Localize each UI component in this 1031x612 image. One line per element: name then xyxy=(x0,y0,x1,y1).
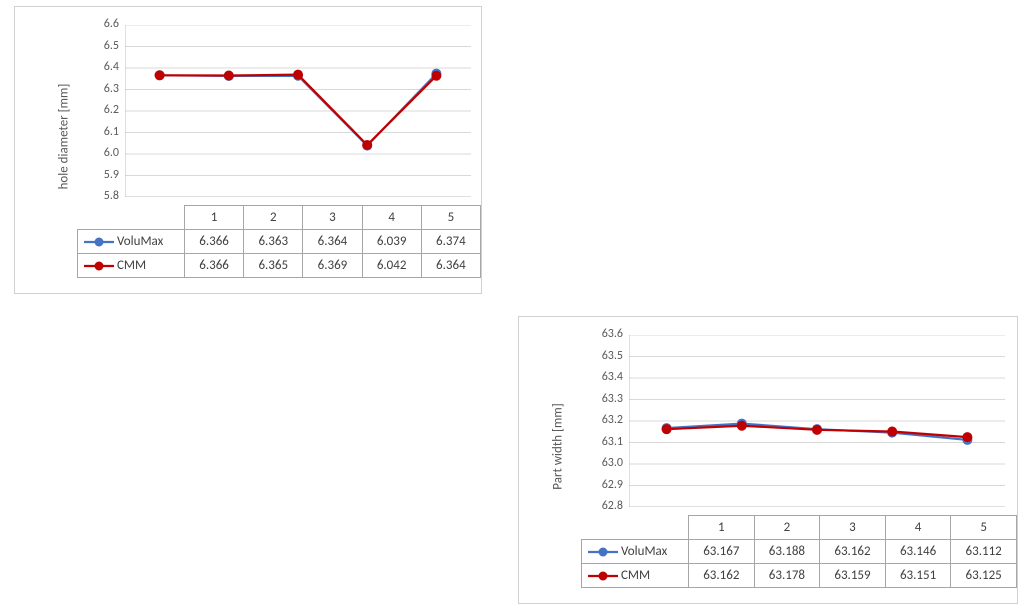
y-tick-label: 6.5 xyxy=(81,39,119,53)
data-cell: 6.365 xyxy=(244,254,303,278)
y-tick-label: 6.4 xyxy=(81,60,119,74)
legend-marker-icon xyxy=(588,570,618,582)
category-header: 3 xyxy=(820,516,886,540)
data-cell: 63.188 xyxy=(754,540,820,564)
data-cell: 6.364 xyxy=(421,254,480,278)
series-header: VoluMax xyxy=(78,230,185,254)
chart-panel-1: hole diameter [mm] 12345 VoluMax6.3666.3… xyxy=(14,6,482,294)
y-tick-label: 62.8 xyxy=(585,499,623,513)
data-cell: 63.162 xyxy=(820,540,886,564)
category-header: 1 xyxy=(184,206,243,230)
y-tick-label: 63.1 xyxy=(585,435,623,449)
y-tick-label: 6.3 xyxy=(81,82,119,96)
data-cell: 63.146 xyxy=(885,540,951,564)
data-cell: 63.112 xyxy=(951,540,1017,564)
y-tick-label: 63.6 xyxy=(585,327,623,341)
category-header: 1 xyxy=(689,516,755,540)
y-tick-label: 63.2 xyxy=(585,413,623,427)
data-cell: 6.363 xyxy=(244,230,303,254)
series-header: VoluMax xyxy=(582,540,689,564)
y-tick-label: 63.5 xyxy=(585,349,623,363)
category-header: 2 xyxy=(754,516,820,540)
data-cell: 63.125 xyxy=(951,564,1017,588)
data-cell: 63.167 xyxy=(689,540,755,564)
category-header: 5 xyxy=(421,206,480,230)
chart1-data-table: 12345 VoluMax6.3666.3636.3646.0396.374 C… xyxy=(77,205,481,278)
y-tick-label: 63.0 xyxy=(585,456,623,470)
y-tick-label: 63.4 xyxy=(585,370,623,384)
category-header: 2 xyxy=(244,206,303,230)
data-cell: 6.369 xyxy=(303,254,362,278)
legend-marker-icon xyxy=(84,236,114,248)
legend-marker-icon xyxy=(588,546,618,558)
category-header: 3 xyxy=(303,206,362,230)
chart2-plot xyxy=(629,335,1005,507)
data-cell: 6.366 xyxy=(184,254,243,278)
y-tick-label: 6.6 xyxy=(81,17,119,31)
series-header: CMM xyxy=(582,564,689,588)
data-cell: 6.039 xyxy=(362,230,421,254)
y-tick-label: 6.0 xyxy=(81,146,119,160)
data-cell: 63.159 xyxy=(820,564,886,588)
y-tick-label: 62.9 xyxy=(585,478,623,492)
y-tick-label: 6.1 xyxy=(81,125,119,139)
category-header: 5 xyxy=(951,516,1017,540)
category-header: 4 xyxy=(362,206,421,230)
series-header: CMM xyxy=(78,254,185,278)
data-cell: 63.151 xyxy=(885,564,951,588)
chart2-data-table: 12345 VoluMax63.16763.18863.16263.14663.… xyxy=(581,515,1017,588)
legend-marker-icon xyxy=(84,260,114,272)
data-cell: 6.366 xyxy=(184,230,243,254)
y-tick-label: 5.9 xyxy=(81,168,119,182)
data-cell: 63.178 xyxy=(754,564,820,588)
y-tick-label: 6.2 xyxy=(81,103,119,117)
chart2-y-axis-label: Part width [mm] xyxy=(551,403,566,489)
y-tick-label: 5.8 xyxy=(81,189,119,203)
chart-panel-2: Part width [mm] 12345 VoluMax63.16763.18… xyxy=(518,316,1018,604)
chart1-y-axis-label: hole diameter [mm] xyxy=(56,84,71,190)
data-cell: 6.364 xyxy=(303,230,362,254)
data-cell: 6.042 xyxy=(362,254,421,278)
y-tick-label: 63.3 xyxy=(585,392,623,406)
data-cell: 6.374 xyxy=(421,230,480,254)
chart1-plot xyxy=(125,25,471,197)
category-header: 4 xyxy=(885,516,951,540)
data-cell: 63.162 xyxy=(689,564,755,588)
